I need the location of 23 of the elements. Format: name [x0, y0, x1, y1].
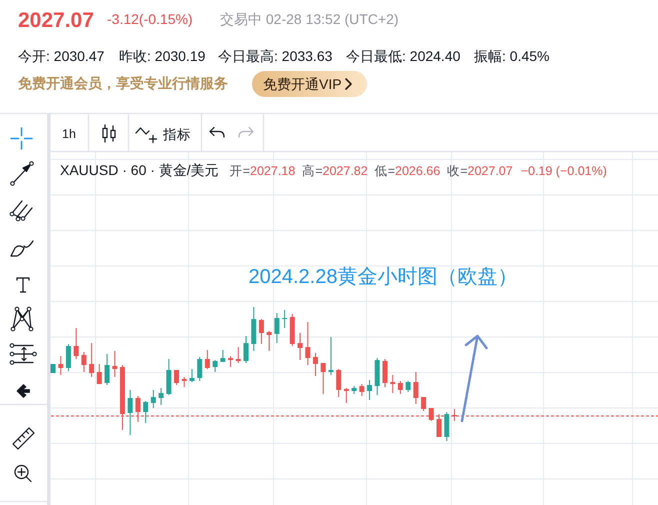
- text: 高=: [302, 163, 323, 178]
- text: 昨收: 2030.19: [119, 48, 206, 64]
- text: 免费开通VIP: [263, 76, 342, 92]
- text: 收=: [447, 164, 468, 178]
- text: 2026.66: [395, 164, 440, 178]
- text: 免费开通会员，享受专业行情服务: [17, 75, 228, 91]
- text: 2027.18: [250, 164, 296, 178]
- chart-title: 2024.2.28黄金小时图（欧盘）: [248, 266, 518, 288]
- text: 2027.07: [18, 9, 94, 32]
- text: 2027.82: [322, 164, 368, 178]
- text: 开=: [230, 164, 250, 178]
- text: 交易中 02-28 13:52 (UTC+2): [220, 11, 399, 27]
- text: -3.12(-0.15%): [107, 11, 193, 27]
- text: 指标: [162, 127, 191, 142]
- text: 今日最低: 2024.40: [346, 48, 461, 64]
- text: 低=: [374, 164, 396, 178]
- text: 1h: [62, 127, 76, 141]
- chart-subtitle: XAUUSD · 60 · 黄金/美元: [60, 162, 219, 178]
- text: 今开: 2030.47: [18, 48, 105, 64]
- text: 振幅: 0.45%: [474, 48, 550, 64]
- text: −0.19 (−0.01%): [520, 164, 607, 178]
- text: 今日最高: 2033.63: [218, 48, 333, 64]
- text: 2027.07: [468, 164, 513, 178]
